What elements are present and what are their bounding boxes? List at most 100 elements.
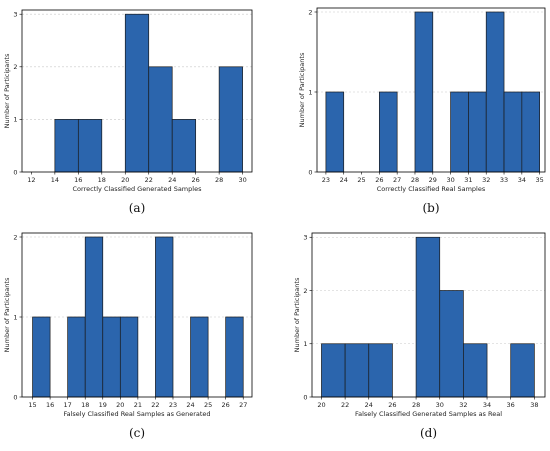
histogram-bar <box>463 343 488 398</box>
histogram-bar <box>344 343 370 398</box>
panel-label: (c) <box>129 426 145 440</box>
y-tick-label: 1 <box>13 116 17 124</box>
x-tick-label: 34 <box>483 401 491 409</box>
histogram-bar <box>510 343 535 398</box>
x-tick-label: 16 <box>46 401 54 409</box>
histogram-bar <box>439 290 464 398</box>
x-tick-label: 20 <box>317 401 325 409</box>
chart-panel: 20 22 24 26 28 30 32 34 36 38 0 1 2 3 Falsely Classifi… <box>293 232 546 440</box>
x-tick-label: 26 <box>222 401 230 409</box>
y-tick-label: 0 <box>308 168 312 176</box>
plot-frame <box>316 7 546 173</box>
x-axis-label: Falsely Classified Real Samples as Gener… <box>63 410 210 418</box>
x-tick-label: 26 <box>375 176 383 184</box>
y-axis-label: Number of Participants <box>3 53 11 128</box>
y-tick-label: 2 <box>13 63 17 71</box>
chart-panel: 23 24 25 26 27 28 29 30 31 32 33 34 35 0 1 2 Correctly C… <box>298 7 546 215</box>
x-tick-label: 18 <box>98 176 106 184</box>
y-tick-label: 0 <box>303 393 307 401</box>
y-tick-label: 3 <box>13 11 17 19</box>
x-tick-label: 20 <box>116 401 124 409</box>
x-tick-label: 25 <box>357 176 365 184</box>
histogram-bar <box>32 316 51 398</box>
histogram-bar <box>67 316 86 398</box>
x-tick-label: 28 <box>411 176 419 184</box>
x-tick-label: 19 <box>99 401 107 409</box>
histogram-bar <box>190 316 209 398</box>
x-tick-label: 25 <box>204 401 212 409</box>
x-tick-label: 38 <box>530 401 538 409</box>
y-tick-label: 1 <box>13 313 17 321</box>
histogram-bar <box>171 119 197 173</box>
histogram-bar <box>415 236 441 398</box>
histogram-bar <box>450 91 469 173</box>
x-tick-label: 24 <box>365 401 373 409</box>
histogram-bar <box>485 11 505 173</box>
x-axis-label: Correctly Classified Real Samples <box>377 185 486 193</box>
y-axis-label: Number of Participants <box>3 277 11 352</box>
y-tick-label: 2 <box>13 233 17 241</box>
x-tick-label: 28 <box>412 401 420 409</box>
histogram-bar <box>77 119 103 173</box>
histogram-bar <box>368 343 393 398</box>
chart-panel: 15 16 17 18 19 20 21 22 23 24 25 26 27 0 1 2 Falsely Cla… <box>3 232 253 440</box>
x-tick-label: 20 <box>121 176 129 184</box>
x-tick-label: 22 <box>151 401 159 409</box>
x-tick-label: 36 <box>507 401 515 409</box>
x-tick-label: 30 <box>238 176 246 184</box>
histogram-bar <box>119 316 139 398</box>
x-tick-label: 26 <box>192 176 200 184</box>
panel-label: (b) <box>422 201 439 215</box>
x-tick-label: 26 <box>388 401 396 409</box>
histogram-bar <box>414 11 434 173</box>
x-tick-label: 16 <box>74 176 82 184</box>
y-tick-label: 1 <box>303 340 307 348</box>
histogram-bar <box>124 13 150 173</box>
x-tick-label: 35 <box>536 176 544 184</box>
x-tick-label: 24 <box>186 401 194 409</box>
histogram-bar <box>102 316 121 398</box>
histogram-bar <box>84 236 104 398</box>
x-tick-label: 27 <box>393 176 401 184</box>
histogram-bar <box>325 91 345 173</box>
histogram-bar <box>148 66 173 173</box>
x-tick-label: 29 <box>429 176 437 184</box>
y-tick-label: 0 <box>13 168 17 176</box>
x-tick-label: 31 <box>464 176 472 184</box>
x-tick-label: 17 <box>64 401 72 409</box>
x-tick-label: 12 <box>27 176 35 184</box>
x-tick-label: 22 <box>145 176 153 184</box>
histogram-bar <box>218 66 243 173</box>
y-tick-label: 2 <box>303 287 307 295</box>
y-tick-label: 0 <box>13 393 17 401</box>
x-tick-label: 21 <box>134 401 142 409</box>
x-axis-label: Falsely Classified Generated Samples as … <box>355 410 502 418</box>
plot-frame <box>21 9 253 173</box>
x-tick-label: 32 <box>459 401 467 409</box>
histogram-bar <box>521 91 541 173</box>
y-tick-label: 3 <box>303 234 307 242</box>
x-tick-label: 24 <box>168 176 176 184</box>
histogram-bar <box>225 316 244 398</box>
plot-frame <box>311 232 546 398</box>
x-tick-label: 28 <box>215 176 223 184</box>
histogram-bar <box>503 91 523 173</box>
x-tick-label: 27 <box>239 401 247 409</box>
plot-frame <box>21 232 253 398</box>
x-tick-label: 23 <box>169 401 177 409</box>
y-tick-label: 1 <box>308 88 312 96</box>
x-tick-label: 32 <box>482 176 490 184</box>
histogram-bar <box>321 343 346 398</box>
y-tick-label: 2 <box>308 8 312 16</box>
x-tick-label: 18 <box>81 401 89 409</box>
y-axis-label: Number of Participants <box>298 52 306 127</box>
x-tick-label: 22 <box>341 401 349 409</box>
y-axis-label: Number of Participants <box>293 277 301 352</box>
x-tick-label: 14 <box>51 176 59 184</box>
x-tick-label: 33 <box>500 176 508 184</box>
x-tick-label: 23 <box>322 176 330 184</box>
x-tick-label: 34 <box>518 176 526 184</box>
histogram-bar <box>468 91 487 173</box>
